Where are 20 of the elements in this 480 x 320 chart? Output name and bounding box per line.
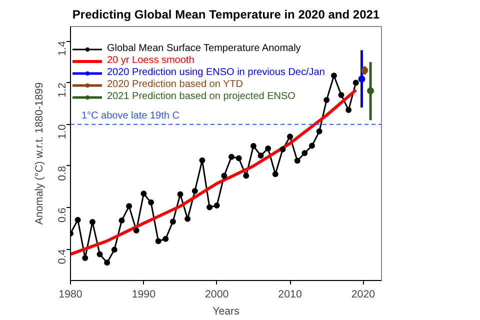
x-tick-label: 1980 <box>58 288 82 300</box>
x-tick-label: 2000 <box>205 288 229 300</box>
legend-label: 2020 Prediction using ENSO in previous Dec/Jan <box>107 67 325 78</box>
legend-label: 20 yr Loess smooth <box>107 55 194 66</box>
legend-label: Global Mean Surface Temperature Anomaly <box>107 43 301 54</box>
y-tick-label: 1.0 <box>56 124 68 140</box>
y-axis-title: Anomaly (°C) w.r.t. 1880-1899 <box>34 82 46 225</box>
chart-title: Predicting Global Mean Temperature in 2020 and 2021 <box>72 8 380 22</box>
x-tick-label: 1990 <box>132 288 156 300</box>
x-axis-title: Years <box>212 306 240 318</box>
y-tick-label: 1.2 <box>56 82 68 98</box>
legend-label: 2021 Prediction based on projected ENSO <box>107 91 296 102</box>
x-tick-label: 2010 <box>278 288 302 300</box>
y-tick-label: 0.8 <box>56 166 68 181</box>
y-tick-label: 0.4 <box>56 249 68 264</box>
legend-label: 2020 Prediction based on YTD <box>107 79 244 90</box>
x-tick-label: 2020 <box>351 288 376 300</box>
y-tick-label: 0.6 <box>56 208 68 222</box>
y-tick-label: 1.4 <box>56 41 68 56</box>
ref-line-label: 1°C above late 19th C <box>81 110 180 122</box>
